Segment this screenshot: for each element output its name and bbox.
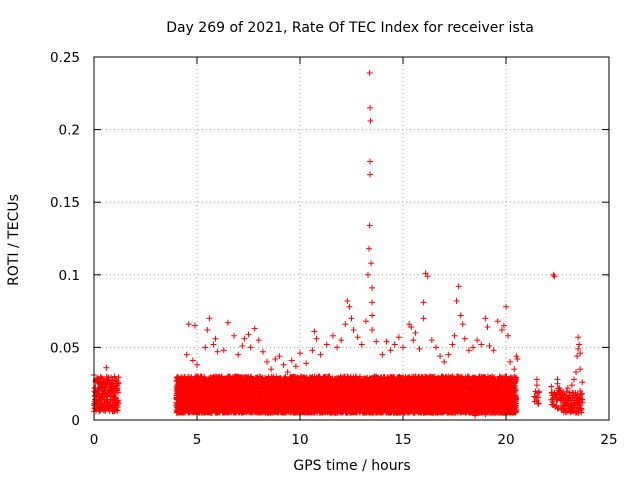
chart-title: Day 269 of 2021, Rate Of TEC Index for r…	[166, 20, 534, 36]
data-point	[115, 374, 122, 381]
grid-lines	[94, 57, 609, 420]
data-point	[115, 400, 122, 407]
data-point	[98, 374, 105, 381]
data-points	[90, 69, 586, 419]
data-point	[115, 389, 122, 396]
data-point	[114, 385, 121, 392]
data-point	[112, 376, 119, 383]
data-point	[114, 407, 121, 414]
